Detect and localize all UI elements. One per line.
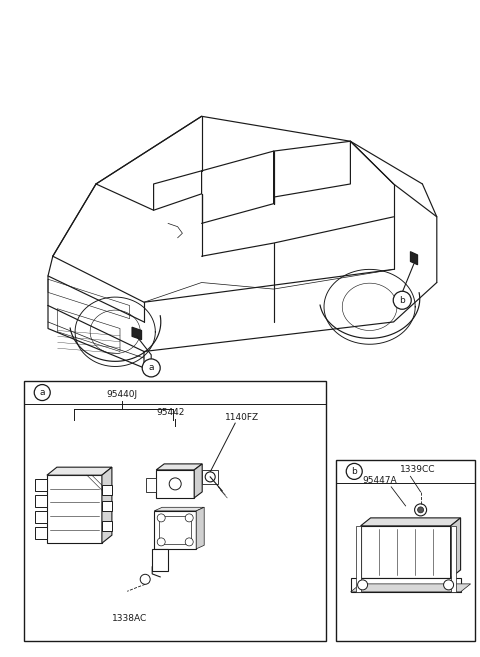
Polygon shape — [132, 327, 142, 340]
Circle shape — [415, 504, 427, 516]
Polygon shape — [154, 507, 204, 511]
Bar — [35, 480, 47, 491]
Bar — [202, 470, 218, 484]
Text: 1338AC: 1338AC — [112, 614, 147, 623]
Text: 1140FZ: 1140FZ — [225, 413, 260, 422]
Bar — [336, 460, 475, 641]
Bar — [35, 527, 47, 539]
Polygon shape — [360, 518, 461, 526]
Circle shape — [142, 359, 160, 377]
Bar — [24, 381, 326, 641]
Circle shape — [185, 538, 193, 546]
Text: 1339CC: 1339CC — [400, 465, 435, 474]
Text: 95447A: 95447A — [362, 476, 396, 485]
Circle shape — [185, 514, 193, 522]
Text: b: b — [399, 296, 405, 305]
Bar — [356, 526, 360, 592]
Bar — [47, 475, 102, 543]
Bar — [159, 516, 191, 544]
Text: a: a — [39, 388, 45, 397]
Bar — [451, 526, 456, 592]
Bar — [102, 501, 112, 510]
Polygon shape — [47, 467, 112, 475]
Bar — [156, 470, 194, 498]
Text: 95442: 95442 — [156, 408, 185, 417]
Circle shape — [140, 574, 150, 584]
Circle shape — [346, 463, 362, 480]
Bar — [350, 578, 461, 592]
Polygon shape — [410, 252, 418, 265]
Bar — [35, 495, 47, 507]
Circle shape — [418, 507, 423, 513]
Circle shape — [157, 514, 165, 522]
Circle shape — [444, 580, 454, 590]
Circle shape — [358, 580, 368, 590]
Circle shape — [205, 472, 215, 482]
Circle shape — [393, 291, 411, 309]
Circle shape — [157, 538, 165, 546]
Circle shape — [206, 473, 214, 481]
Polygon shape — [102, 467, 112, 543]
Bar — [360, 526, 451, 578]
Text: b: b — [351, 467, 357, 476]
Circle shape — [34, 384, 50, 401]
Polygon shape — [196, 507, 204, 549]
Polygon shape — [451, 518, 461, 578]
Bar — [35, 511, 47, 524]
Polygon shape — [156, 464, 202, 470]
Bar — [146, 478, 156, 492]
Polygon shape — [152, 549, 168, 571]
Bar — [102, 485, 112, 495]
Circle shape — [169, 478, 181, 490]
Bar — [102, 521, 112, 531]
Text: 95440J: 95440J — [107, 390, 138, 399]
Text: a: a — [148, 363, 154, 373]
Polygon shape — [350, 584, 470, 592]
Bar — [154, 511, 196, 549]
Polygon shape — [194, 464, 202, 498]
